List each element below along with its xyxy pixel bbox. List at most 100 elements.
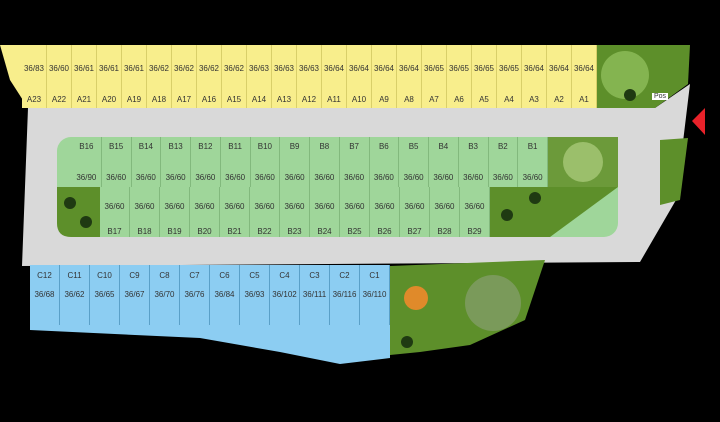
lot-id: A2	[554, 95, 564, 104]
lot-b16[interactable]: B16 36/90	[72, 137, 102, 187]
lot-id: B20	[197, 227, 212, 236]
lot-a17[interactable]: A17 36/62	[172, 45, 197, 108]
lot-size: 36/70	[154, 290, 175, 299]
row-c-base	[30, 265, 390, 364]
lot-a11[interactable]: A11 36/64	[322, 45, 347, 108]
lot-a1[interactable]: A1 36/64	[572, 45, 597, 108]
lot-c1[interactable]: C1 36/110	[360, 265, 390, 325]
lot-b18[interactable]: B18 36/60	[130, 187, 160, 237]
lot-a20[interactable]: A20 36/61	[97, 45, 122, 108]
lot-b24[interactable]: B24 36/60	[310, 187, 340, 237]
lot-size: 36/65	[423, 64, 445, 73]
lot-b27[interactable]: B27 36/60	[400, 187, 430, 237]
lot-b9[interactable]: B9 36/60	[280, 137, 310, 187]
lot-c12[interactable]: C12 36/68	[30, 265, 60, 325]
lot-b20[interactable]: B20 36/60	[190, 187, 220, 237]
lot-id: C5	[249, 271, 260, 280]
lot-a5[interactable]: A5 36/65	[472, 45, 497, 108]
lot-id: B1	[527, 142, 538, 151]
lot-size: 36/60	[195, 173, 216, 182]
lot-b11[interactable]: B11 36/60	[220, 137, 251, 187]
lot-b8[interactable]: B8 36/60	[310, 137, 340, 187]
lot-a18[interactable]: A18 36/62	[147, 45, 172, 108]
lot-a8[interactable]: A8 36/64	[397, 45, 422, 108]
lot-a9[interactable]: A9 36/64	[372, 45, 397, 108]
lot-id: B4	[438, 142, 449, 151]
lot-b3[interactable]: B3 36/60	[458, 137, 489, 187]
lot-c7[interactable]: C7 36/76	[180, 265, 210, 325]
lot-c11[interactable]: C11 36/62	[60, 265, 90, 325]
lot-a12[interactable]: A12 36/63	[297, 45, 322, 108]
park-b-lower-right	[490, 187, 618, 237]
lot-b1[interactable]: B1 36/60	[518, 137, 548, 187]
lot-a23[interactable]: A23 36/83	[22, 45, 47, 108]
lot-a6[interactable]: A6 36/65	[447, 45, 472, 108]
playground-icon	[465, 275, 521, 331]
lot-size: 36/60	[433, 173, 454, 182]
lot-size: 36/60	[164, 202, 185, 211]
lot-id: B22	[257, 227, 272, 236]
lot-a4[interactable]: A4 36/65	[497, 45, 522, 108]
lot-id: A10	[351, 95, 367, 104]
lot-b19[interactable]: B19 36/60	[160, 187, 190, 237]
lot-b6[interactable]: B6 36/60	[369, 137, 400, 187]
lot-id: B10	[257, 142, 272, 151]
lot-size: 36/65	[94, 290, 115, 299]
lot-b28[interactable]: B28 36/60	[430, 187, 460, 237]
lot-size: 36/68	[34, 290, 55, 299]
tree-icon	[529, 192, 541, 204]
lot-b5[interactable]: B5 36/60	[399, 137, 429, 187]
lot-id: B17	[107, 227, 122, 236]
lot-b12[interactable]: B12 36/60	[191, 137, 221, 187]
lot-b14[interactable]: B14 36/60	[131, 137, 162, 187]
lot-size: 36/62	[198, 64, 220, 73]
lot-a13[interactable]: A13 36/63	[272, 45, 297, 108]
lot-a16[interactable]: A16 36/62	[197, 45, 222, 108]
lot-c9[interactable]: C9 36/67	[120, 265, 150, 325]
lot-b29[interactable]: B29 36/60	[460, 187, 490, 237]
lot-b21[interactable]: B21 36/60	[220, 187, 250, 237]
lot-id: B14	[138, 142, 153, 151]
lot-id: A22	[51, 95, 67, 104]
lot-id: A11	[327, 95, 341, 104]
lot-size: 36/60	[344, 173, 365, 182]
lot-a7[interactable]: A7 36/65	[422, 45, 447, 108]
lot-a21[interactable]: A21 36/61	[72, 45, 97, 108]
lot-c6[interactable]: C6 36/84	[210, 265, 240, 325]
lot-b22[interactable]: B22 36/60	[250, 187, 280, 237]
lot-id: B5	[408, 142, 419, 151]
lot-b17[interactable]: B17 36/60	[100, 187, 130, 237]
lot-c2[interactable]: C2 36/116	[330, 265, 360, 325]
lot-size: 36/62	[148, 64, 170, 73]
lot-a2[interactable]: A2 36/64	[547, 45, 572, 108]
lot-c4[interactable]: C4 36/102	[270, 265, 300, 325]
lot-c8[interactable]: C8 36/70	[150, 265, 180, 325]
lot-a19[interactable]: A19 36/61	[122, 45, 147, 108]
lot-b2[interactable]: B2 36/60	[488, 137, 519, 187]
lot-b26[interactable]: B26 36/60	[370, 187, 400, 237]
lot-b10[interactable]: B10 36/60	[250, 137, 281, 187]
lot-a15[interactable]: A15 36/62	[222, 45, 247, 108]
lot-c5[interactable]: C5 36/93	[240, 265, 270, 325]
lot-id: A15	[226, 95, 242, 104]
lot-b23[interactable]: B23 36/60	[280, 187, 310, 237]
lot-b4[interactable]: B4 36/60	[429, 137, 459, 187]
lot-a14[interactable]: A14 36/63	[247, 45, 272, 108]
tree-icon	[80, 216, 92, 228]
lot-size: 36/60	[403, 173, 424, 182]
lot-a22[interactable]: A22 36/60	[47, 45, 72, 108]
lot-a3[interactable]: A3 36/64	[522, 45, 547, 108]
lot-a10[interactable]: A10 36/64	[347, 45, 372, 108]
lot-c10[interactable]: C10 36/65	[90, 265, 120, 325]
lot-b25[interactable]: B25 36/60	[340, 187, 370, 237]
lot-b13[interactable]: B13 36/60	[161, 137, 191, 187]
entrance-arrow-icon[interactable]	[692, 108, 705, 135]
lot-size: 36/61	[73, 64, 95, 73]
lot-size: 36/64	[573, 64, 595, 73]
lot-c3[interactable]: C3 36/111	[300, 265, 330, 325]
lot-b7[interactable]: B7 36/60	[339, 137, 370, 187]
lot-id: B3	[468, 142, 479, 151]
lot-size: 36/76	[184, 290, 205, 299]
lot-b15[interactable]: B15 36/60	[101, 137, 132, 187]
